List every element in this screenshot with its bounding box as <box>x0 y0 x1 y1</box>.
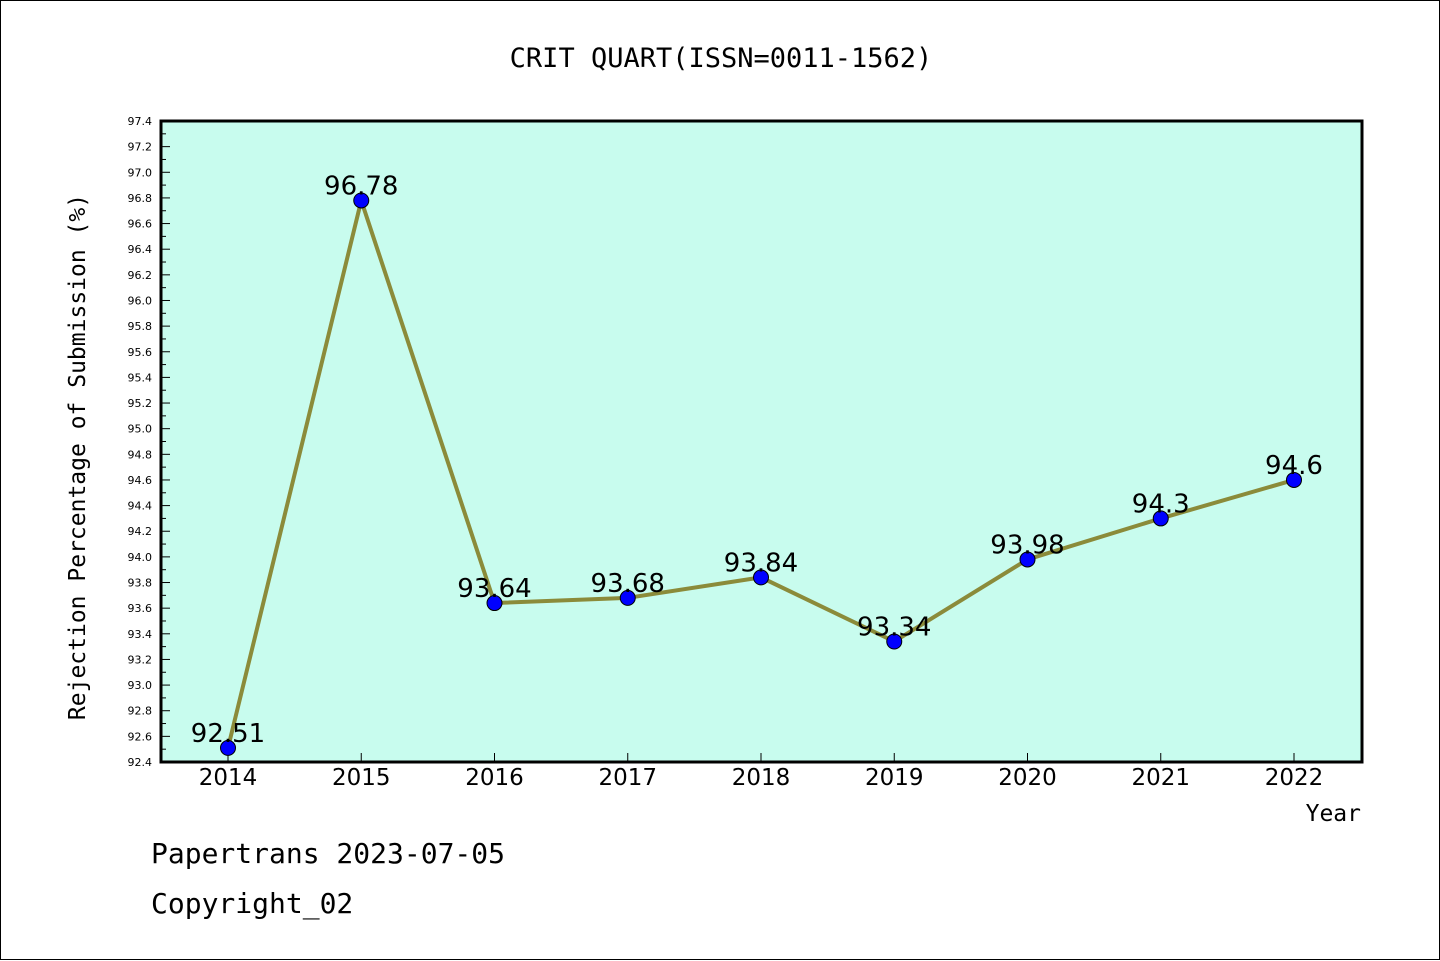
y-tick-label: 95.4 <box>128 371 153 384</box>
x-tick-label: 2019 <box>865 765 924 791</box>
y-tick-label: 93.0 <box>128 679 153 692</box>
x-tick-label: 2022 <box>1265 765 1324 791</box>
y-axis-label: Rejection Percentage of Submission (%) <box>65 194 91 720</box>
y-tick-label: 94.4 <box>128 500 153 513</box>
y-tick-label: 94.2 <box>128 525 153 538</box>
y-tick-label: 92.6 <box>128 730 153 743</box>
y-tick-label: 93.8 <box>128 577 153 590</box>
y-tick-label: 95.6 <box>128 346 153 359</box>
x-tick-label: 2021 <box>1131 765 1190 791</box>
data-point <box>619 589 636 606</box>
data-point <box>886 633 903 650</box>
footer-papertrans: Papertrans 2023-07-05 <box>151 837 506 870</box>
y-tick-label: 95.8 <box>128 320 153 333</box>
data-point <box>220 739 236 756</box>
y-axis: 92.4 92.6 92.8 93.0 93.2 93.4 93.6 93.8 94.0 94.2… <box>128 115 170 769</box>
y-tick-label: 94.0 <box>128 551 153 564</box>
y-tick-label: 96.8 <box>128 192 153 205</box>
data-label: 96.78 <box>324 171 398 201</box>
y-tick-label: 93.2 <box>128 653 153 666</box>
x-tick-label: 2014 <box>199 765 258 791</box>
series-points <box>220 192 1302 756</box>
y-tick-label: 96.2 <box>128 269 153 282</box>
y-tick-label: 94.6 <box>128 474 153 487</box>
x-tick-label: 2015 <box>332 765 391 791</box>
data-label: 94.3 <box>1132 489 1190 519</box>
x-tick-label: 2017 <box>598 765 657 791</box>
data-label: 93.84 <box>724 548 798 578</box>
data-point <box>1286 471 1302 488</box>
y-tick-label: 92.4 <box>128 756 153 769</box>
x-tick-label: 2016 <box>465 765 524 791</box>
chart-title: CRIT QUART(ISSN=0011-1562) <box>510 43 933 74</box>
y-tick-label: 96.6 <box>128 218 153 231</box>
data-label: 94.6 <box>1265 451 1323 481</box>
data-point <box>1152 510 1169 527</box>
x-axis-label: Year <box>1306 801 1361 827</box>
data-labels: 92.51 96.78 93.64 93.68 93.84 93.34 93.98 94.3 9… <box>191 171 1323 748</box>
y-tick-label: 93.6 <box>128 602 153 615</box>
y-tick-label: 96.4 <box>128 243 153 256</box>
data-label: 92.51 <box>191 719 265 749</box>
plot-area <box>159 119 1364 764</box>
data-label: 93.98 <box>990 530 1064 560</box>
y-tick-label: 96.0 <box>128 294 153 307</box>
data-point <box>353 192 370 209</box>
y-tick-label: 95.0 <box>128 423 153 436</box>
y-tick-label: 93.4 <box>128 628 153 641</box>
footer-copyright: Copyright_02 <box>151 887 354 920</box>
data-point <box>1019 551 1036 568</box>
y-tick-label: 95.2 <box>128 397 153 410</box>
y-tick-label: 97.2 <box>128 141 153 154</box>
data-point <box>486 595 503 612</box>
data-point <box>753 569 769 586</box>
data-label: 93.68 <box>591 569 665 599</box>
y-tick-label: 94.8 <box>128 448 153 461</box>
data-label: 93.34 <box>857 612 931 642</box>
y-tick-label: 97.4 <box>128 115 153 128</box>
x-tick-label: 2018 <box>732 765 791 791</box>
data-label: 93.64 <box>457 574 531 604</box>
x-axis: 2014 2015 2016 2017 2018 2019 2020 2021 2022 <box>199 753 1324 791</box>
x-tick-label: 2020 <box>998 765 1057 791</box>
y-tick-label: 92.8 <box>128 705 153 718</box>
y-tick-label: 97.0 <box>128 166 153 179</box>
